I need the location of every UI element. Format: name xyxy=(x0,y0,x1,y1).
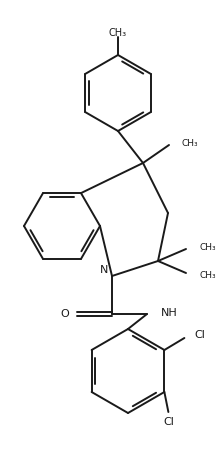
Text: N: N xyxy=(100,265,108,275)
Text: CH₃: CH₃ xyxy=(199,243,216,252)
Text: CH₃: CH₃ xyxy=(182,138,199,147)
Text: Cl: Cl xyxy=(194,330,205,340)
Text: CH₃: CH₃ xyxy=(199,270,216,279)
Text: NH: NH xyxy=(161,308,178,318)
Text: O: O xyxy=(60,309,69,319)
Text: Cl: Cl xyxy=(163,417,174,427)
Text: CH₃: CH₃ xyxy=(109,28,127,38)
